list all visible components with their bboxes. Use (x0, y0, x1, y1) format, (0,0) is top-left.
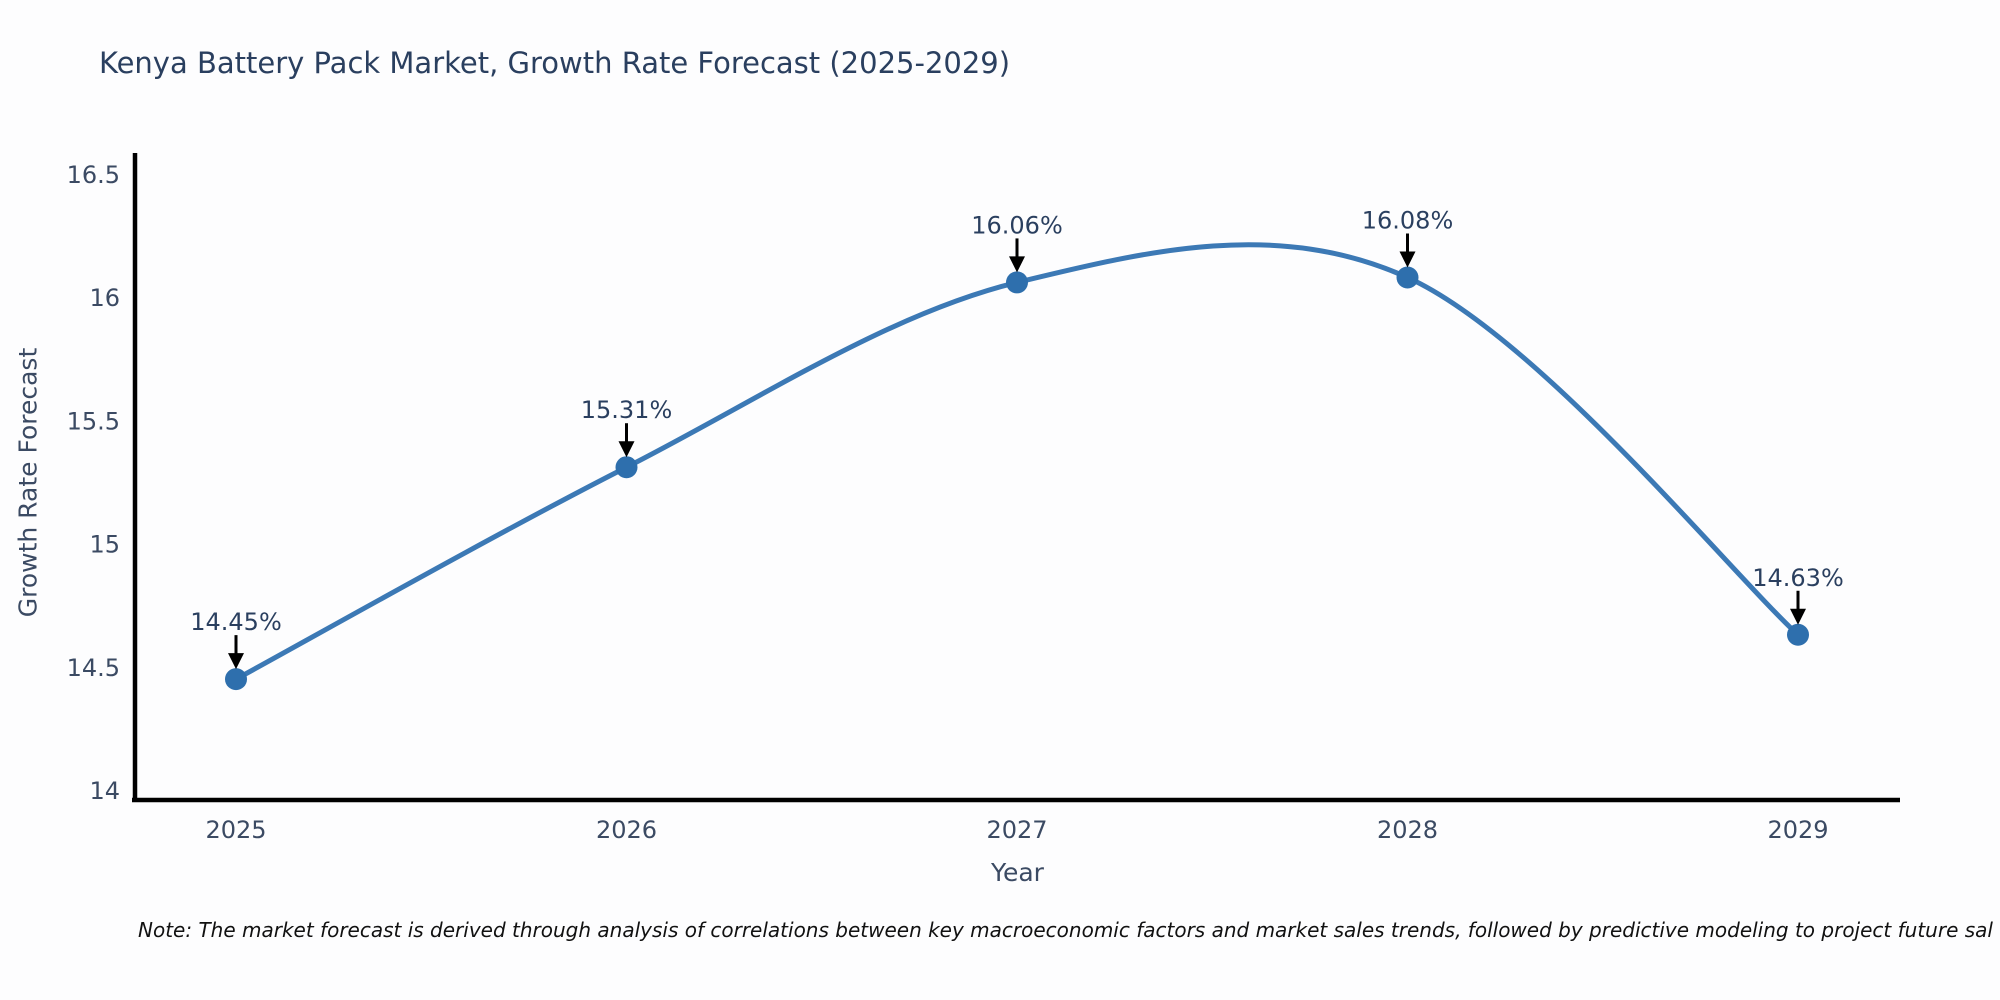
x-tick-label: 2025 (205, 816, 266, 844)
x-tick-label: 2029 (1767, 816, 1828, 844)
annotation-label: 16.06% (971, 211, 1063, 239)
x-tick-label: 2027 (986, 816, 1047, 844)
annotation-label: 15.31% (581, 396, 673, 424)
annotation-arrowhead-icon (618, 441, 635, 458)
y-tick-label: 14.5 (67, 654, 120, 682)
annotation-label: 16.08% (1362, 206, 1454, 234)
footnote: Note: The market forecast is derived thr… (138, 918, 1993, 942)
x-axis-title: Year (991, 858, 1044, 887)
chart-title: Kenya Battery Pack Market, Growth Rate F… (99, 46, 1011, 80)
annotation-arrowhead-icon (228, 653, 244, 670)
annotation-label: 14.63% (1752, 564, 1844, 592)
data-point-2025[interactable] (225, 668, 247, 691)
y-tick-label: 15 (89, 531, 120, 559)
annotation-arrowhead-icon (1790, 608, 1806, 625)
annotation-arrowhead-icon (1399, 251, 1416, 268)
y-tick-label: 16.5 (67, 161, 120, 189)
y-tick-label: 14 (89, 777, 120, 805)
data-point-2027[interactable] (1006, 271, 1028, 294)
data-point-2026[interactable] (615, 456, 638, 479)
x-tick-label: 2026 (596, 816, 657, 844)
x-tick-label: 2028 (1377, 816, 1438, 844)
data-point-2029[interactable] (1787, 623, 1809, 646)
annotation-label: 14.45% (190, 608, 282, 636)
data-point-2028[interactable] (1396, 266, 1419, 289)
forecast-line (233, 242, 1801, 682)
y-tick-label: 16 (89, 284, 120, 312)
annotation-arrowhead-icon (1009, 256, 1025, 273)
y-tick-label: 15.5 (67, 407, 120, 435)
